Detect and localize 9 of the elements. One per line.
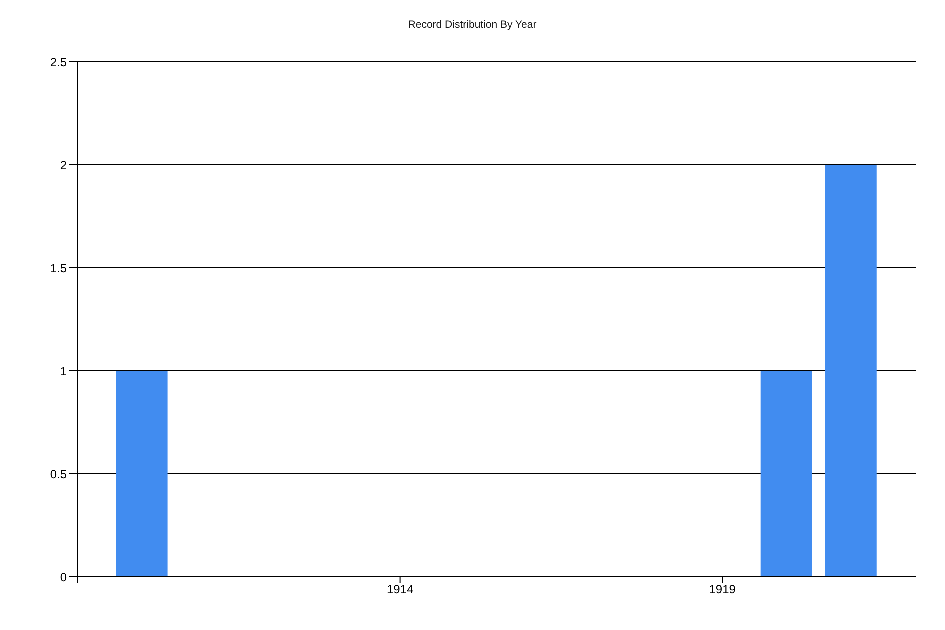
x-tick-label: 1919 xyxy=(709,582,736,597)
chart-title: Record Distribution By Year xyxy=(407,19,538,31)
y-tick-label: 0.5 xyxy=(50,467,68,482)
x-tick-label: 1914 xyxy=(386,582,414,597)
y-tick-label: 1 xyxy=(60,364,68,378)
y-tick-label: 2 xyxy=(60,158,68,172)
y-tick-label: 1.5 xyxy=(50,261,68,276)
y-tick-label: 2.5 xyxy=(50,55,68,70)
y-tick-label: 0 xyxy=(60,570,68,584)
